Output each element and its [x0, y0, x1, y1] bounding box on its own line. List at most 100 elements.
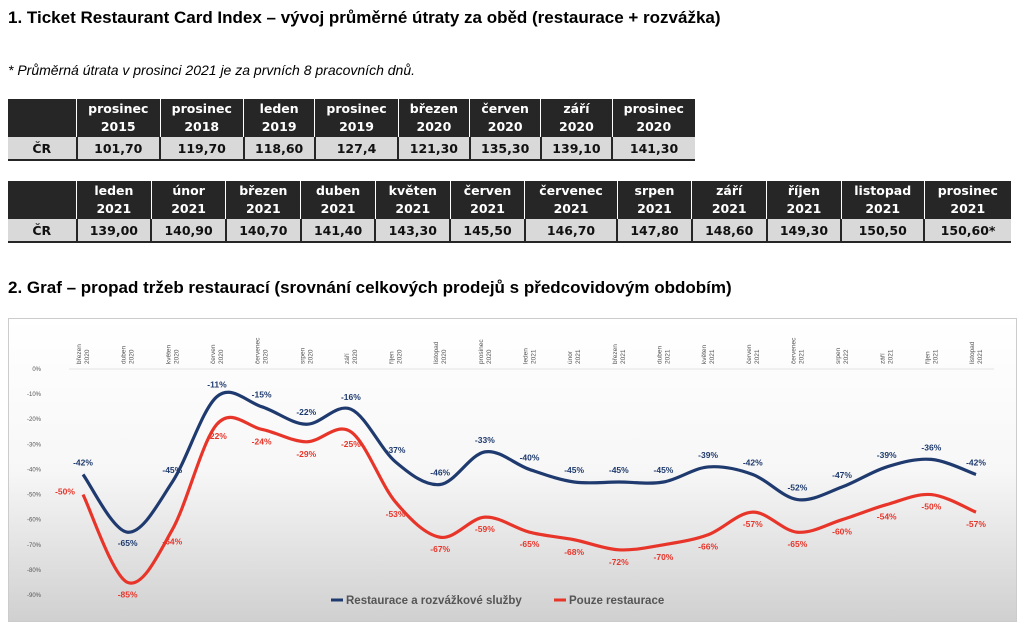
year-label: 2020 — [559, 119, 594, 134]
value-cell: 149,30 — [765, 219, 842, 243]
x-tick-label: červen2021 — [746, 344, 761, 364]
year-label: 2021 — [245, 201, 281, 216]
year-label: 2020 — [416, 119, 452, 134]
data-label: -45% — [564, 465, 584, 475]
x-tick-label: duben2021 — [656, 346, 671, 364]
data-label: -50% — [55, 487, 75, 497]
month-label: březen — [409, 101, 459, 116]
x-tick-month: červen — [746, 344, 753, 364]
month-label: březen — [239, 183, 288, 198]
x-tick-year: 2021 — [798, 349, 805, 364]
x-tick-year: 2020 — [84, 349, 91, 364]
value-cell: 121,30 — [397, 137, 470, 161]
month-label: únor — [172, 183, 205, 198]
x-tick-month: březen — [612, 344, 619, 364]
month-label: září — [716, 183, 743, 198]
year-label: 2021 — [320, 201, 356, 216]
data-label: -37% — [386, 445, 406, 455]
data-label: -33% — [475, 435, 495, 445]
data-label: -16% — [341, 392, 361, 402]
y-tick-label: -60% — [27, 518, 42, 524]
x-tick-year: 2021 — [709, 349, 716, 364]
data-label: -45% — [162, 465, 182, 475]
month-header: říjen 2021 — [766, 181, 842, 219]
month-header: duben 2021 — [300, 181, 376, 219]
month-label: prosinec — [171, 101, 232, 116]
x-tick-label: březen2020 — [76, 344, 91, 364]
x-tick-label: únor2021 — [567, 349, 582, 364]
x-tick-year: 2020 — [218, 349, 225, 364]
x-tick-month: květen — [165, 344, 172, 364]
value-cell: 150,60* — [923, 219, 1011, 243]
x-tick-month: únor — [567, 350, 574, 364]
restaurants-delivery-line — [81, 390, 977, 534]
data-label: -53% — [386, 509, 406, 519]
x-tick-label: září2020 — [344, 349, 359, 364]
month-header: prosinec 2020 — [611, 99, 695, 137]
sales-drop-chart: 0% -10% -20% -30% -40% -50% -60% -70% -80% -90% bř… — [8, 318, 1017, 622]
month-label: červen — [463, 183, 512, 198]
y-tick-label: -90% — [27, 593, 42, 599]
data-label: -70% — [654, 552, 674, 562]
year-label: 2021 — [786, 201, 822, 216]
row-label: ČR — [8, 219, 77, 243]
month-label: prosinec — [937, 183, 998, 198]
x-tick-label: říjen2021 — [924, 349, 939, 364]
value-cell: 145,50 — [449, 219, 525, 243]
data-label: -57% — [966, 519, 986, 529]
year-label: 2021 — [865, 201, 901, 216]
data-label: -47% — [832, 470, 852, 480]
x-tick-year: 2020 — [441, 349, 448, 364]
header-row: prosinec 2015 prosinec 2018 leden 2019 prosine… — [8, 99, 695, 137]
data-label: -42% — [73, 457, 93, 467]
x-tick-label: červenec2021 — [790, 337, 805, 364]
month-label: září — [563, 101, 590, 116]
data-label: -68% — [564, 547, 584, 557]
data-label: -57% — [743, 519, 763, 529]
month-header: listopad 2021 — [840, 181, 925, 219]
x-tick-month: listopad — [969, 341, 976, 364]
month-label: říjen — [787, 183, 820, 198]
x-tick-label: leden2021 — [523, 348, 538, 364]
x-tick-month: září — [880, 353, 887, 364]
year-label: 2021 — [395, 201, 431, 216]
y-tick-label: -50% — [27, 493, 42, 499]
year-label: 2021 — [950, 201, 986, 216]
month-header: prosinec 2021 — [923, 181, 1011, 219]
value-cell: 127,4 — [313, 137, 399, 161]
x-tick-month: duben — [121, 346, 128, 364]
x-tick-month: květen — [701, 344, 708, 364]
heading-card-index: 1. Ticket Restaurant Card Index – vývoj … — [8, 8, 721, 27]
x-tick-year: 2022 — [843, 349, 850, 364]
x-tick-label: listopad2021 — [969, 341, 984, 364]
data-label: -29% — [296, 449, 316, 459]
value-cell: 139,10 — [539, 137, 613, 161]
month-label: prosinec — [88, 101, 149, 116]
data-label: -42% — [743, 457, 763, 467]
x-tick-year: 2021 — [664, 349, 671, 364]
value-cell: 140,70 — [224, 219, 301, 243]
x-tick-month: březen — [76, 344, 83, 364]
month-header: červen 2021 — [449, 181, 525, 219]
x-tick-month: srpen — [299, 347, 306, 364]
month-header: květen 2021 — [374, 181, 451, 219]
row-label: ČR — [8, 137, 77, 161]
data-label: -65% — [787, 539, 807, 549]
data-label: -25% — [341, 439, 361, 449]
data-label: -24% — [252, 436, 272, 446]
value-cell: 119,70 — [159, 137, 244, 161]
data-label: -50% — [921, 502, 941, 512]
data-label: -15% — [252, 390, 272, 400]
y-tick-label: -10% — [27, 392, 42, 398]
month-header: únor 2021 — [150, 181, 226, 219]
value-cell: 140,90 — [150, 219, 226, 243]
value-cell: 135,30 — [468, 137, 541, 161]
data-label: -60% — [832, 527, 852, 537]
month-header: červen 2020 — [469, 99, 541, 137]
corner-cell — [8, 181, 77, 219]
x-tick-year: 2021 — [620, 349, 627, 364]
table-row: ČR 139,00 140,90 140,70 141,40 143,30 145,50 14… — [8, 219, 1011, 243]
data-label: -22% — [207, 431, 227, 441]
x-tick-month: leden — [523, 348, 530, 364]
year-label: 2018 — [184, 119, 220, 134]
